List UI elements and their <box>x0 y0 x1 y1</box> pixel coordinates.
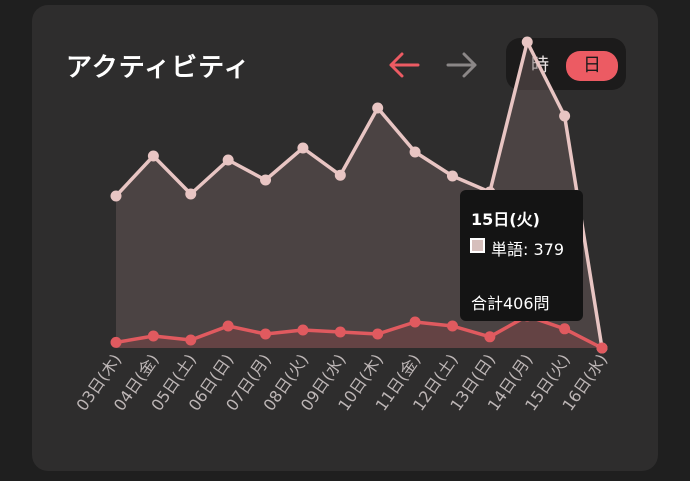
series-1-point[interactable] <box>147 330 159 342</box>
series-1-point[interactable] <box>334 326 346 338</box>
tooltip-total: 合計406問 <box>471 294 550 313</box>
series-0-point[interactable] <box>185 188 197 200</box>
series-1-point[interactable] <box>185 334 197 346</box>
series-1-point[interactable] <box>559 323 571 335</box>
page-title: アクティビティ <box>66 53 251 83</box>
activity-chart: 03日(木)04日(金)05日(土)06日(日)07日(月)08日(火)09日(… <box>73 36 611 414</box>
series-0-point[interactable] <box>372 102 384 114</box>
activity-card: アクティビティ 時 日 03日(木) 04日(金) 05日(土) 06日(日) 07日(… <box>32 5 658 471</box>
series-1-point[interactable] <box>446 320 458 332</box>
tooltip-series-swatch <box>470 238 485 253</box>
series-0-point[interactable] <box>260 174 272 186</box>
arrow-left-icon <box>389 52 420 78</box>
series-1-point[interactable] <box>596 342 608 354</box>
series-1-point[interactable] <box>110 336 122 348</box>
series-1-point[interactable] <box>222 320 234 332</box>
series-1-point[interactable] <box>297 324 309 336</box>
chart-tooltip: 15日(火) 単語: 379 合計406問 <box>460 190 583 321</box>
series-1-point[interactable] <box>260 328 272 340</box>
series-0-point[interactable] <box>521 36 533 48</box>
series-0-point[interactable] <box>446 170 458 182</box>
series-0-point[interactable] <box>222 154 234 166</box>
series-1-area <box>116 316 602 348</box>
tooltip-series-value: 単語: 379 <box>491 240 565 259</box>
series-1-point[interactable] <box>372 328 384 340</box>
series-0-point[interactable] <box>147 150 159 162</box>
series-1-point[interactable] <box>409 316 421 328</box>
series-0-point[interactable] <box>409 146 421 158</box>
series-0-point[interactable] <box>297 142 309 154</box>
arrow-right-icon <box>446 52 477 78</box>
toggle-day[interactable]: 日 <box>566 51 618 81</box>
next-button[interactable] <box>442 45 482 85</box>
series-0-line <box>114 40 604 349</box>
previous-button[interactable] <box>384 45 424 85</box>
series-0-point[interactable] <box>110 190 122 202</box>
series-1-point[interactable] <box>484 331 496 343</box>
series-0-point[interactable] <box>334 169 346 181</box>
series-0-point[interactable] <box>559 110 571 122</box>
tooltip-date: 15日(火) <box>471 210 540 229</box>
